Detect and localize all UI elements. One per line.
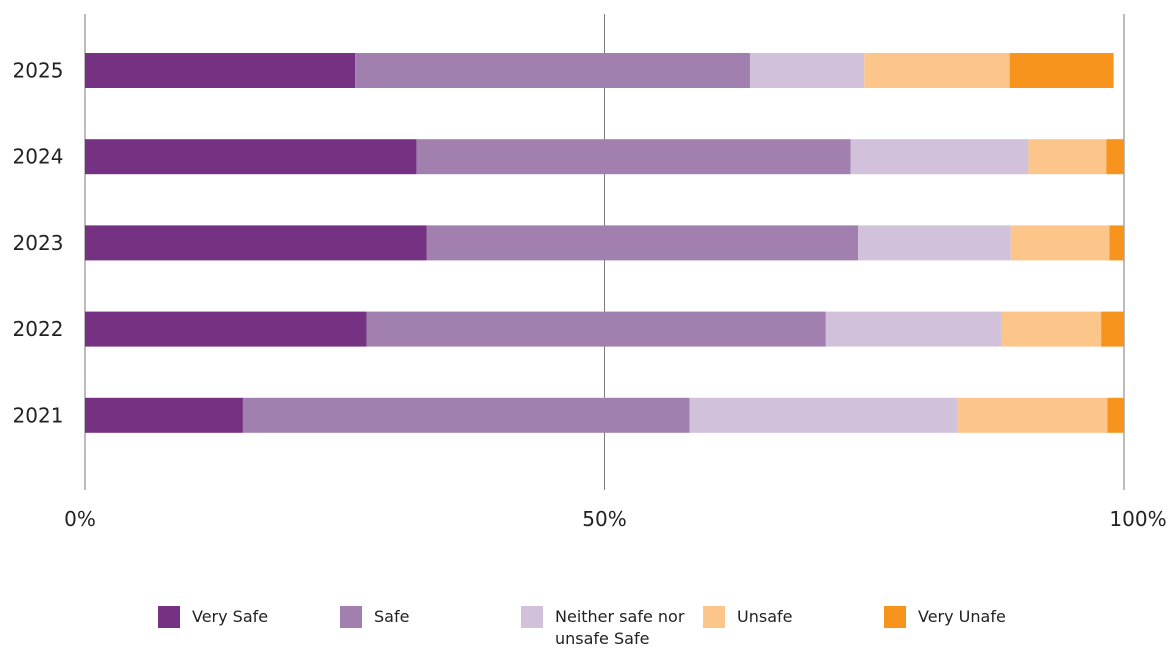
legend-swatch-3 bbox=[703, 606, 725, 628]
legend-label-2: Neither safe nor unsafe Safe bbox=[555, 607, 685, 648]
legend-item-4: Very Unafe bbox=[884, 606, 1006, 628]
bar-2023-series-2 bbox=[858, 225, 1011, 261]
legend-label-0: Very Safe bbox=[192, 607, 269, 626]
bar-2025-series-3 bbox=[864, 53, 1010, 88]
bar-2023-series-4 bbox=[1109, 225, 1124, 261]
legend-item-0: Very Safe bbox=[158, 606, 268, 628]
bar-2023-series-1 bbox=[426, 225, 859, 261]
bar-2025-series-0 bbox=[85, 53, 356, 88]
bar-2023-series-0 bbox=[85, 225, 427, 261]
bar-2024-series-4 bbox=[1106, 139, 1124, 175]
legend-item-2: Neither safe nor unsafe Safe bbox=[521, 606, 684, 650]
bar-2025-series-1 bbox=[355, 53, 750, 88]
bar-2022-series-4 bbox=[1101, 311, 1124, 347]
bar-2025-series-2 bbox=[749, 53, 865, 88]
legend-label-4: Very Unafe bbox=[918, 607, 1006, 626]
bar-2022-series-3 bbox=[1001, 311, 1102, 347]
category-label-2023: 2023 bbox=[13, 231, 64, 255]
bar-area bbox=[85, 53, 1124, 433]
legend-swatch-1 bbox=[340, 606, 362, 628]
x-tick-label-1: 50% bbox=[582, 507, 626, 531]
category-label-2025: 2025 bbox=[13, 59, 64, 83]
legend: Very Safe Safe Neither safe nor unsafe Saf… bbox=[0, 600, 1176, 649]
legend-item-3: Unsafe bbox=[703, 606, 792, 628]
legend-swatch-0 bbox=[158, 606, 180, 628]
bar-2024-series-1 bbox=[416, 139, 851, 175]
bar-2025-series-4 bbox=[1009, 53, 1114, 88]
bar-2023-series-3 bbox=[1010, 225, 1110, 261]
category-label-2024: 2024 bbox=[13, 145, 64, 169]
bar-2024-series-0 bbox=[85, 139, 417, 175]
legend-item-1: Safe bbox=[340, 606, 409, 628]
bar-2022-series-0 bbox=[85, 311, 367, 347]
legend-label-1: Safe bbox=[374, 607, 410, 626]
x-tick-label-2: 100% bbox=[1109, 507, 1166, 531]
legend-swatch-4 bbox=[884, 606, 906, 628]
legend-swatch-2 bbox=[521, 606, 543, 628]
bar-2021-series-0 bbox=[85, 397, 243, 433]
bar-2021-series-1 bbox=[242, 397, 690, 433]
bar-2022-series-1 bbox=[366, 311, 826, 347]
category-label-2022: 2022 bbox=[13, 317, 64, 341]
bar-2024-series-3 bbox=[1028, 139, 1107, 175]
category-label-2021: 2021 bbox=[13, 403, 64, 427]
bar-2022-series-2 bbox=[825, 311, 1002, 347]
bar-2021-series-4 bbox=[1107, 397, 1124, 433]
category-labels: 2025 2024 2023 2022 2021 bbox=[13, 59, 64, 428]
bar-2024-series-2 bbox=[850, 139, 1029, 175]
x-tick-labels: 0% 50% 100% bbox=[64, 507, 1166, 531]
legend-label-3: Unsafe bbox=[737, 607, 793, 626]
stacked-bar-chart: 2025 2024 2023 2022 2021 0% 50% 100% bbox=[13, 14, 1167, 531]
x-tick-label-0: 0% bbox=[64, 507, 96, 531]
bar-2021-series-2 bbox=[689, 397, 958, 433]
bar-2021-series-3 bbox=[957, 397, 1108, 433]
